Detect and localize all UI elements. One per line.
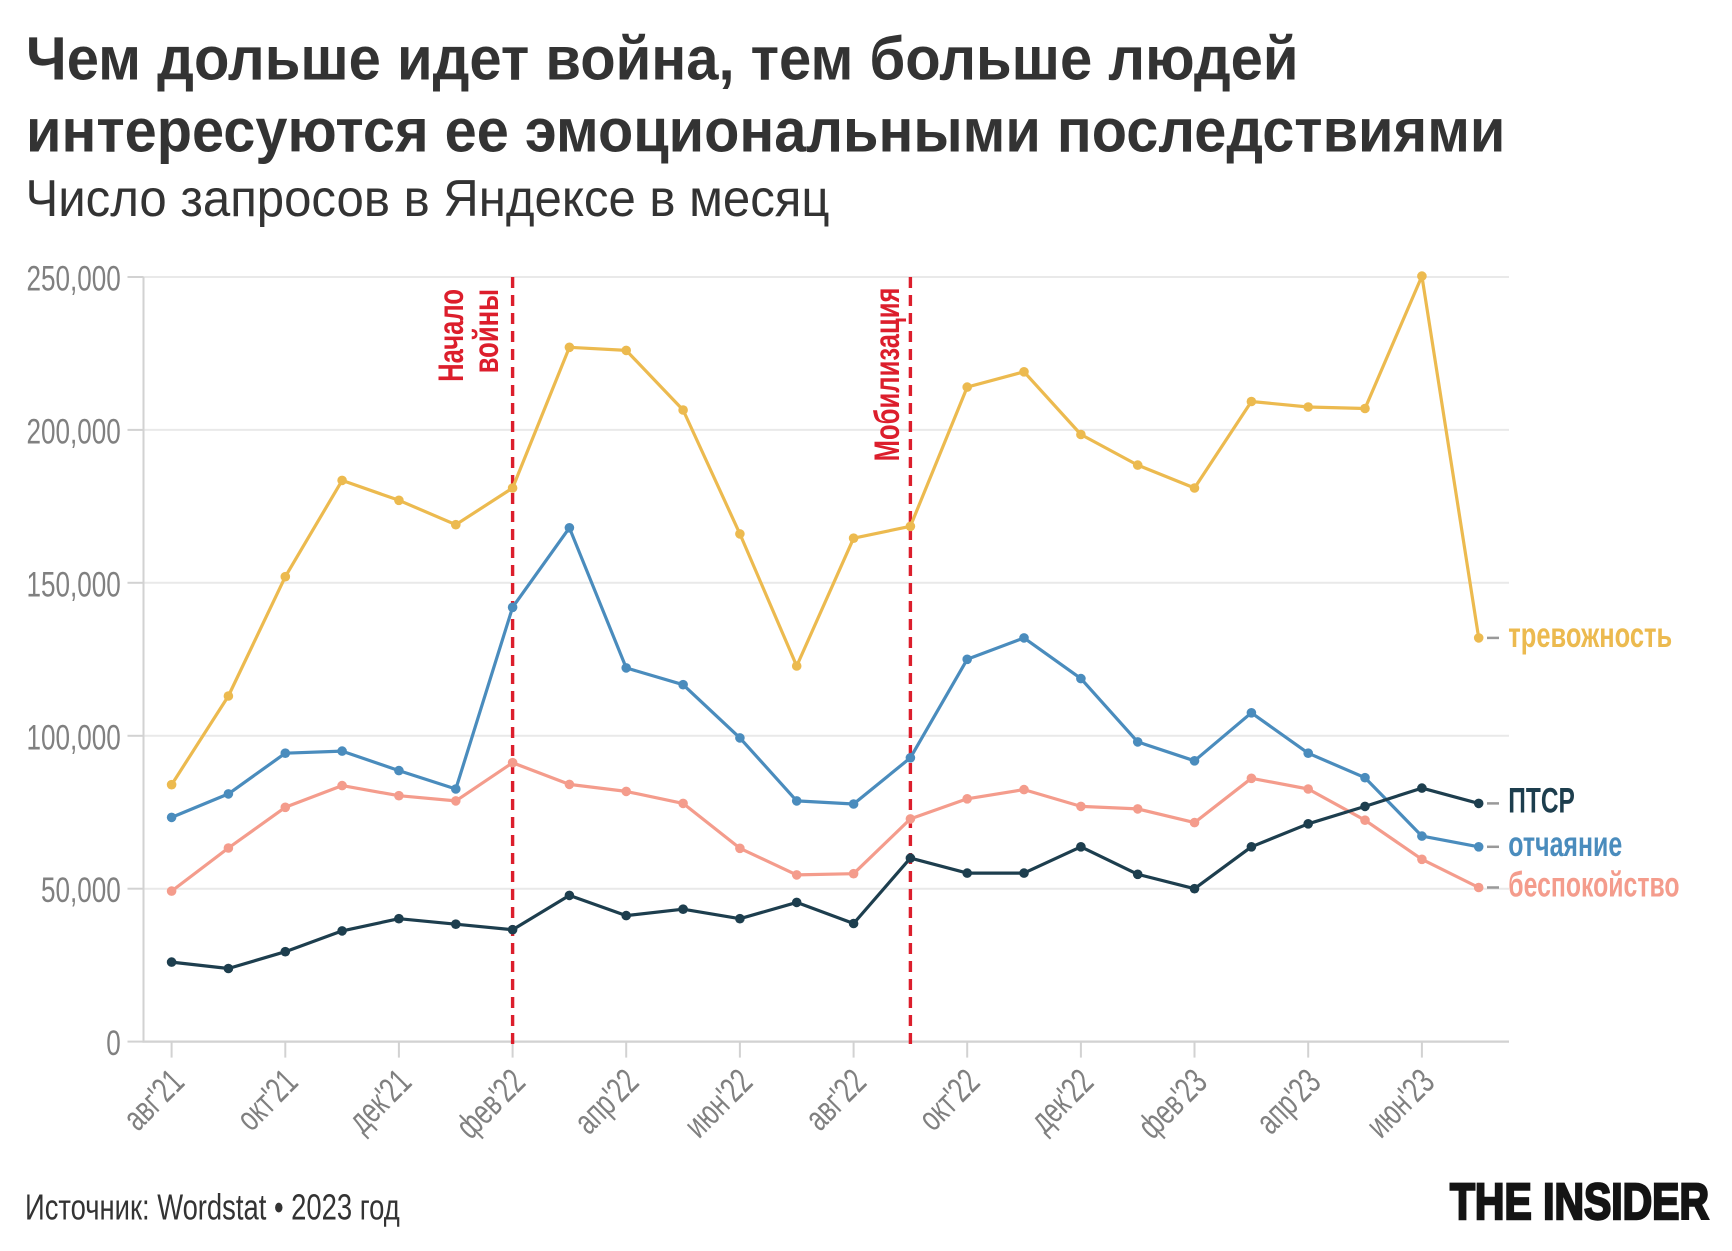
- svg-text:Число запросов в Яндексе в мес: Число запросов в Яндексе в месяц: [26, 169, 830, 228]
- svg-text:интересуются ее эмоциональными: интересуются ее эмоциональными последств…: [26, 96, 1505, 165]
- svg-text:0: 0: [106, 1023, 121, 1063]
- svg-text:250,000: 250,000: [27, 259, 121, 299]
- svg-text:отчаяние: отчаяние: [1508, 825, 1622, 864]
- svg-text:50,000: 50,000: [41, 870, 121, 910]
- svg-text:Источник: Wordstat • 2023 год: Источник: Wordstat • 2023 год: [25, 1187, 400, 1228]
- svg-text:Чем дольше идет война, тем бол: Чем дольше идет война, тем больше людей: [26, 24, 1299, 93]
- svg-text:200,000: 200,000: [27, 411, 121, 451]
- svg-text:150,000: 150,000: [27, 564, 121, 604]
- svg-text:Начало: Начало: [431, 289, 471, 382]
- svg-text:ПТСР: ПТСР: [1508, 782, 1575, 820]
- svg-text:Мобилизация: Мобилизация: [867, 288, 907, 462]
- svg-text:100,000: 100,000: [27, 717, 121, 757]
- svg-text:беспокойство: беспокойство: [1508, 867, 1679, 905]
- svg-text:тревожность: тревожность: [1508, 616, 1672, 655]
- svg-text:THE INSIDER: THE INSIDER: [1450, 1173, 1709, 1230]
- svg-text:войны: войны: [466, 289, 506, 373]
